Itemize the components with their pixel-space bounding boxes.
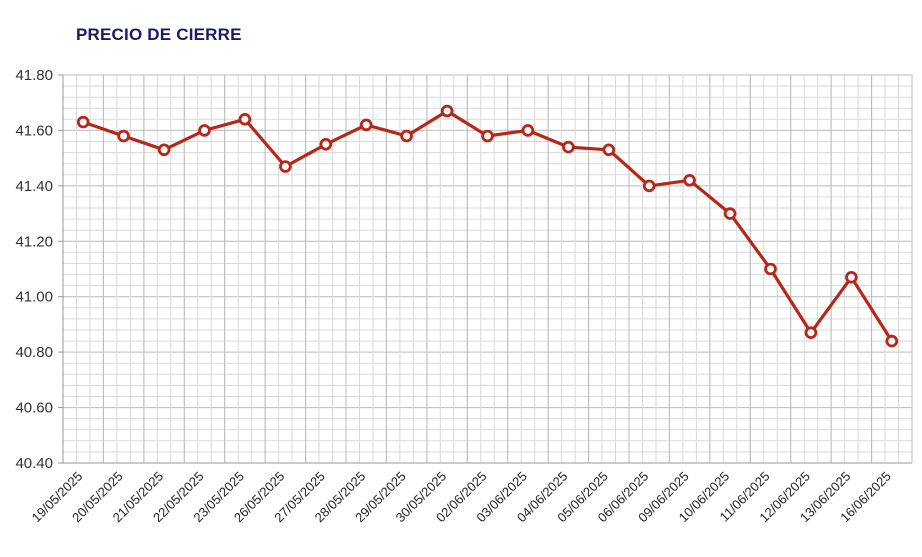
svg-text:41.20: 41.20: [15, 233, 53, 250]
svg-text:40.40: 40.40: [15, 455, 53, 472]
svg-text:40.80: 40.80: [15, 344, 53, 361]
svg-text:41.60: 41.60: [15, 122, 53, 139]
svg-text:41.00: 41.00: [15, 289, 53, 306]
svg-text:41.40: 41.40: [15, 178, 53, 195]
svg-text:40.60: 40.60: [15, 400, 53, 417]
svg-text:41.80: 41.80: [15, 67, 53, 84]
